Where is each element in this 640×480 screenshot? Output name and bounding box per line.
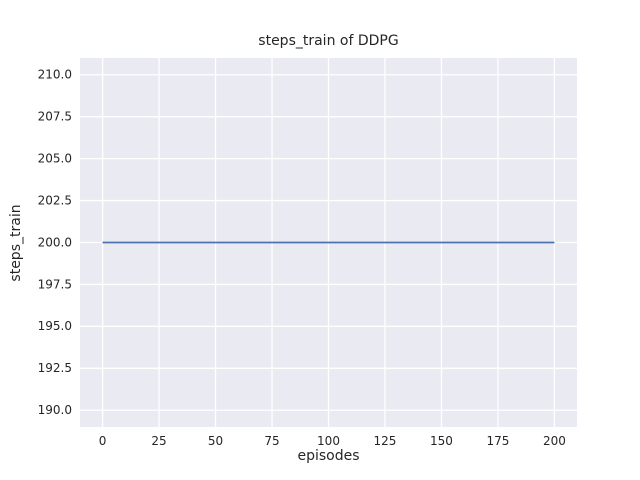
y-tick-label: 207.5 — [38, 110, 72, 124]
y-tick-label: 192.5 — [38, 361, 72, 375]
y-tick-label: 197.5 — [38, 277, 72, 291]
x-tick-label: 150 — [430, 434, 453, 448]
chart-title: steps_train of DDPG — [258, 33, 399, 49]
y-tick-label: 202.5 — [38, 193, 72, 207]
x-tick-label: 0 — [99, 434, 107, 448]
x-tick-label: 125 — [374, 434, 397, 448]
y-tick-label: 210.0 — [38, 68, 72, 82]
y-axis-label: steps_train — [8, 204, 24, 282]
x-tick-label: 100 — [317, 434, 340, 448]
y-tick-label: 205.0 — [38, 151, 72, 165]
x-tick-label: 25 — [151, 434, 166, 448]
x-tick-label: 50 — [208, 434, 223, 448]
y-tick-label: 190.0 — [38, 403, 72, 417]
x-axis-label: episodes — [297, 448, 360, 464]
y-tick-label: 195.0 — [38, 319, 72, 333]
x-tick-label: 75 — [264, 434, 279, 448]
y-tick-label: 200.0 — [38, 235, 72, 249]
x-tick-label: 200 — [543, 434, 566, 448]
x-tick-label: 175 — [486, 434, 509, 448]
